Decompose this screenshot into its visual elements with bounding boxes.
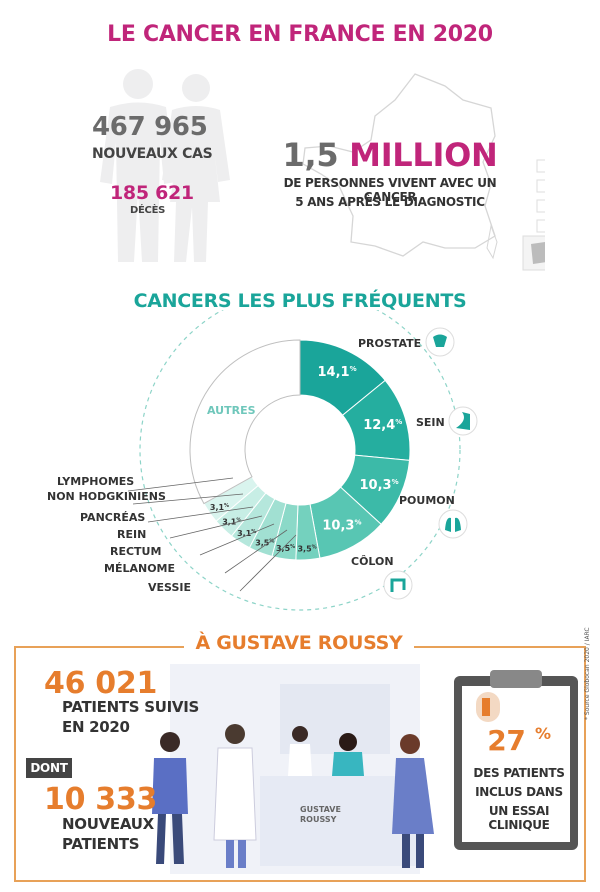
gustave-roussy-title: À GUSTAVE ROUSSY (195, 632, 403, 654)
donut-label-1: 12,4% (363, 418, 402, 433)
new-patients-line-1: NOUVEAUX (62, 815, 154, 833)
label-rein: REIN (117, 528, 147, 541)
patients-line-2: EN 2020 (62, 718, 130, 736)
desk-brand-2: ROUSSY (300, 815, 337, 824)
label-melanome: MÉLANOME (104, 562, 176, 575)
donut-label-3: 10,3% (322, 519, 361, 534)
cancers-section-title: CANCERS LES PLUS FRÉQUENTS (133, 290, 467, 312)
deaths-value: 185 621 (110, 182, 194, 204)
label-lymphomes-2: NON HODGKINIENS (47, 490, 166, 503)
million-word: MILLION (349, 136, 498, 174)
page-title: LE CANCER EN FRANCE EN 2020 (107, 22, 493, 47)
label-prostate: PROSTATE (358, 337, 422, 350)
clinical-trial-percent: 27 % (462, 724, 576, 757)
donut-labels: 14,1%12,4%10,3%10,3%3,5%3,5%3,5%3,1%3,1%… (210, 365, 402, 554)
deaths-label: DÉCÈS (130, 205, 166, 216)
donut-label-9: 3,1% (210, 503, 229, 512)
clinical-trial-line-1: DES PATIENTS (473, 766, 565, 780)
label-colon: CÔLON (351, 555, 394, 568)
donut-label-2: 10,3% (360, 478, 399, 493)
donut-label-6: 3,5% (255, 538, 274, 547)
patients-value: 46 021 (44, 666, 158, 701)
cancer-donut-chart: 14,1%12,4%10,3%10,3%3,5%3,5%3,5%3,1%3,1%… (127, 310, 478, 611)
lung-icon (438, 509, 468, 539)
label-vessie: VESSIE (148, 581, 191, 594)
desk-brand-1: GUSTAVE (300, 805, 341, 814)
million-line-1: DE PERSONNES VIVENT AVEC UN CANCER (283, 176, 497, 204)
dashed-ring (139, 310, 461, 611)
clinical-trial-line-2: INCLUS DANS (475, 785, 563, 799)
new-patients-line-2: PATIENTS (62, 835, 140, 853)
people-silhouette-icon (100, 69, 230, 262)
hospital-scene-illustration: GUSTAVE ROUSSY (152, 664, 434, 874)
new-patients-value: 10 333 (44, 782, 158, 817)
france-map-icon (302, 73, 545, 271)
label-rectum: RECTUM (110, 545, 162, 558)
million-line-2: 5 ANS APRÈS LE DIAGNOSTIC (295, 195, 485, 209)
source-note: * Source Globocan 2020 / IARC (584, 627, 591, 720)
million-number: 1,5 (282, 136, 339, 174)
breast-icon (448, 406, 478, 436)
patients-line-1: PATIENTS SUIVIS (62, 698, 199, 716)
donut-label-8: 3,1% (222, 517, 241, 526)
label-sein: SEIN (416, 416, 445, 429)
donut-slices (189, 339, 411, 561)
donut-slice-10 (189, 339, 301, 505)
million-value: 1,5 MILLION (270, 136, 510, 174)
new-cases-label: NOUVEAUX CAS (92, 146, 213, 162)
new-cases-value: 467 965 (92, 112, 208, 142)
clipboard-icon (454, 670, 578, 850)
donut-label-4: 3,5% (297, 545, 316, 554)
label-pancreas: PANCRÉAS (80, 511, 146, 524)
colon-icon (383, 570, 413, 600)
clinical-trial-unit: % (535, 724, 551, 743)
label-poumon: POUMON (399, 494, 455, 507)
clinical-trial-line-3: UN ESSAI CLINIQUE (488, 804, 550, 832)
dont-badge: DONT (26, 758, 72, 778)
donut-label-0: 14,1% (318, 365, 357, 380)
label-autres: AUTRES (207, 404, 256, 417)
clinical-trial-value: 27 (487, 724, 526, 757)
donut-label-5: 3,5% (276, 544, 295, 553)
label-lymphomes-1: LYMPHOMES (57, 475, 135, 488)
